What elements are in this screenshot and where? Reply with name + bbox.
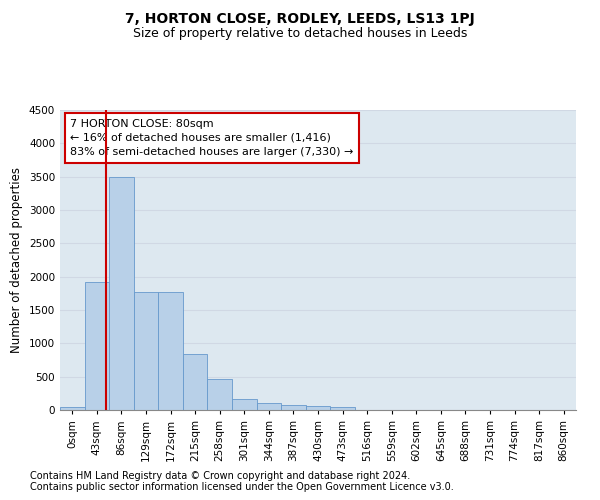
Text: 7, HORTON CLOSE, RODLEY, LEEDS, LS13 1PJ: 7, HORTON CLOSE, RODLEY, LEEDS, LS13 1PJ bbox=[125, 12, 475, 26]
Text: Contains HM Land Registry data © Crown copyright and database right 2024.: Contains HM Land Registry data © Crown c… bbox=[30, 471, 410, 481]
Bar bbox=[85, 282, 109, 410]
Bar bbox=[183, 354, 208, 410]
Y-axis label: Number of detached properties: Number of detached properties bbox=[10, 167, 23, 353]
Bar bbox=[134, 292, 158, 410]
Bar bbox=[330, 406, 355, 410]
Bar bbox=[257, 404, 281, 410]
Bar bbox=[232, 400, 257, 410]
Bar bbox=[109, 178, 134, 410]
Bar bbox=[208, 380, 232, 410]
Text: Size of property relative to detached houses in Leeds: Size of property relative to detached ho… bbox=[133, 28, 467, 40]
Bar bbox=[306, 406, 330, 410]
Bar bbox=[60, 408, 85, 410]
Bar bbox=[158, 292, 183, 410]
Text: Contains public sector information licensed under the Open Government Licence v3: Contains public sector information licen… bbox=[30, 482, 454, 492]
Bar bbox=[281, 405, 306, 410]
Text: 7 HORTON CLOSE: 80sqm
← 16% of detached houses are smaller (1,416)
83% of semi-d: 7 HORTON CLOSE: 80sqm ← 16% of detached … bbox=[70, 119, 353, 157]
